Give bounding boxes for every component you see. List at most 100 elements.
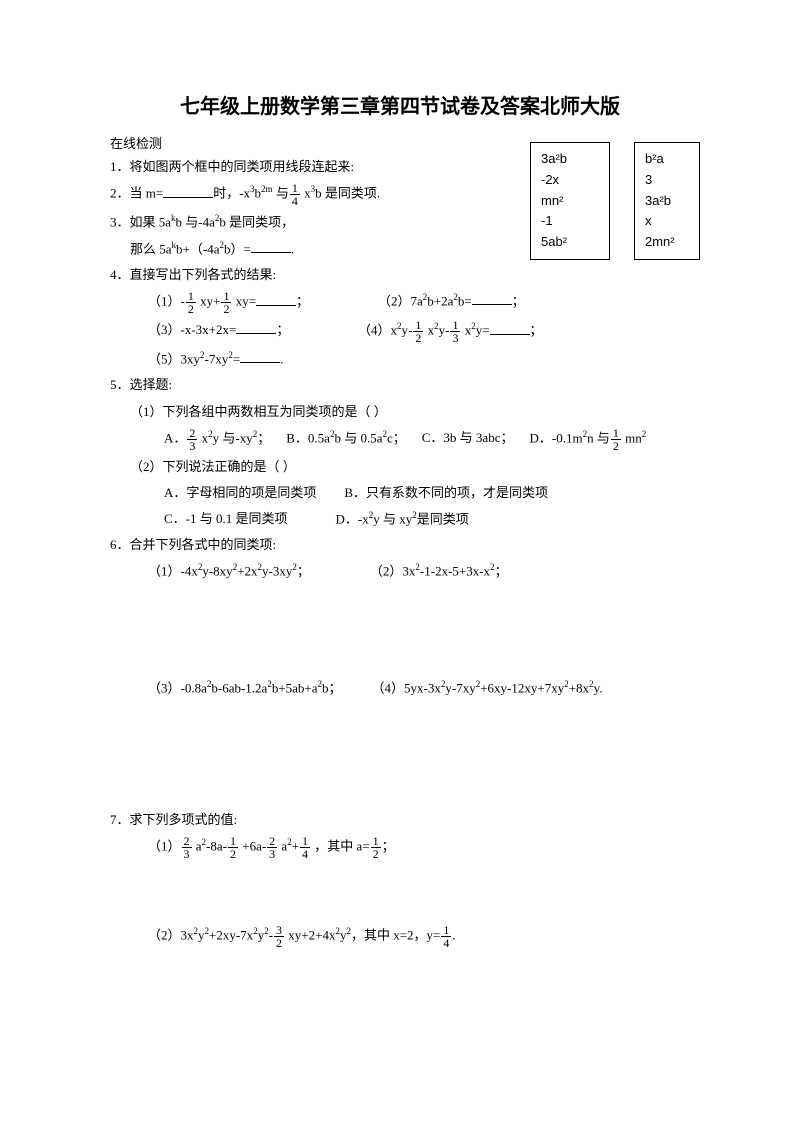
t: n 与: [587, 430, 610, 445]
t: y=: [476, 323, 490, 338]
blank: [236, 321, 276, 334]
q6: 6．合并下列各式中的同类项:: [110, 534, 690, 556]
q3-text: b 是同类项，: [219, 214, 294, 229]
box-item: mn²: [541, 191, 599, 212]
fraction: 14: [300, 835, 310, 860]
t: +8x: [569, 680, 589, 695]
q3-text: 那么 5a: [130, 241, 172, 256]
t: ；: [495, 564, 508, 579]
t: （1）-: [148, 294, 185, 309]
fraction: 14: [441, 924, 451, 949]
fraction: 12: [228, 835, 238, 860]
t: B．只有系数不同的项，才是同类项: [344, 482, 548, 504]
q3-text: b）=: [224, 241, 251, 256]
box-item: 5ab²: [541, 232, 599, 253]
t: ；: [530, 323, 543, 338]
t: （1）: [148, 839, 181, 854]
blank: [163, 185, 213, 198]
q3-text: b 与-4a: [176, 214, 215, 229]
q2-text: 时，-x: [213, 186, 250, 201]
t: .: [452, 928, 455, 943]
q5: 5．选择题:: [110, 374, 690, 396]
t: A．字母相同的项是同类项: [164, 482, 316, 504]
t: y-3xy: [262, 564, 292, 579]
t: a: [278, 839, 287, 854]
fraction: 12: [186, 290, 196, 315]
q6-row1: （1）-4x2y-8xy2+2x2y-3xy2； （2）3x2-1-2x-5+3…: [110, 560, 690, 582]
q5-1: （1）下列各组中两数相互为同类项的是（ ）: [110, 401, 690, 423]
t: x: [461, 323, 471, 338]
t: ；: [276, 322, 289, 337]
t: ；: [512, 293, 525, 308]
box-item: 3: [645, 170, 689, 191]
fraction: 23: [187, 427, 197, 452]
t: ；: [257, 430, 270, 445]
fraction: 13: [450, 319, 460, 344]
t: A．: [164, 430, 186, 445]
box-item: -2x: [541, 170, 599, 191]
t: （2）7a: [378, 293, 423, 308]
blank: [490, 322, 530, 335]
fraction: 23: [267, 835, 277, 860]
q5-2-row1: A．字母相同的项是同类项 B．只有系数不同的项，才是同类项: [110, 482, 690, 504]
t: 是同类项: [417, 511, 469, 526]
t: xy=: [232, 294, 256, 309]
blank: [256, 293, 296, 306]
t: b+5ab+a: [272, 680, 318, 695]
t: -1-2x-5+3x-x: [420, 564, 490, 579]
t: （5）3xy: [148, 351, 200, 366]
t: y 与-xy: [213, 430, 253, 445]
t: （1）-4x: [148, 564, 198, 579]
t: y.: [594, 680, 603, 695]
box-item: 3a²b: [645, 191, 689, 212]
t: ，其中 a=: [311, 839, 370, 854]
t: +2x: [237, 564, 257, 579]
t: mn: [622, 430, 642, 445]
fraction: 32: [274, 924, 284, 949]
fraction: 12: [221, 290, 231, 315]
t: （4）5yx-3x: [372, 680, 441, 695]
sup: 2m: [261, 184, 273, 194]
t: y-: [439, 323, 450, 338]
t: ；: [297, 564, 310, 579]
blank: [472, 292, 512, 305]
t: x: [198, 430, 208, 445]
q7: 7．求下列多项式的值:: [110, 809, 690, 831]
q5-2: （2）下列说法正确的是（ ）: [110, 456, 690, 478]
q4: 4．直接写出下列各式的结果:: [110, 264, 690, 286]
q4-5: （5）3xy2-7xy2=.: [110, 348, 690, 370]
fraction: 12: [413, 319, 423, 344]
t: y-: [402, 323, 413, 338]
t: =: [233, 351, 240, 366]
t: xy+: [197, 294, 221, 309]
t: xy+2+4x: [285, 928, 335, 943]
t: B．0.5a: [286, 430, 330, 445]
fraction: 12: [611, 427, 621, 452]
t: D．-x: [336, 511, 369, 526]
t: -8a-: [206, 839, 227, 854]
t: y-8xy: [202, 564, 232, 579]
t: b；: [322, 680, 342, 695]
term-box-left: 3a²b -2x mn² -1 5ab²: [530, 142, 610, 260]
q5-1-opts: A．23 x2y 与-xy2； B．0.5a2b 与 0.5a2c； C．3b …: [110, 427, 690, 452]
q2-text: b 是同类项.: [315, 186, 380, 201]
blank: [240, 350, 280, 363]
t: +6a-: [239, 839, 266, 854]
box-item: -1: [541, 211, 599, 232]
q2-text: 2．当 m=: [110, 186, 163, 201]
t: +2xy-7x: [209, 928, 253, 943]
t: a: [193, 839, 202, 854]
q3-text: 3．如果 5a: [110, 214, 171, 229]
q7-1: （1）23 a2-8a-12 +6a-23 a2+14 ，其中 a=12；: [110, 835, 690, 860]
term-box-right: b²a 3 3a²b x 2mn²: [634, 142, 700, 260]
t: y-7xy: [445, 680, 475, 695]
box-item: x: [645, 211, 689, 232]
t: C．-1 与 0.1 是同类项: [164, 508, 288, 530]
t: x: [424, 323, 434, 338]
q4-row1: （1）-12 xy+12 xy=； （2）7a2b+2a2b=；: [110, 290, 690, 315]
q3-text: b+（-4a: [176, 241, 219, 256]
box-item: 2mn²: [645, 232, 689, 253]
t: b=: [458, 293, 472, 308]
q6-row2: （3）-0.8a2b-6ab-1.2a2b+5ab+a2b； （4）5yx-3x…: [110, 677, 690, 699]
t: y 与 xy: [373, 511, 412, 526]
